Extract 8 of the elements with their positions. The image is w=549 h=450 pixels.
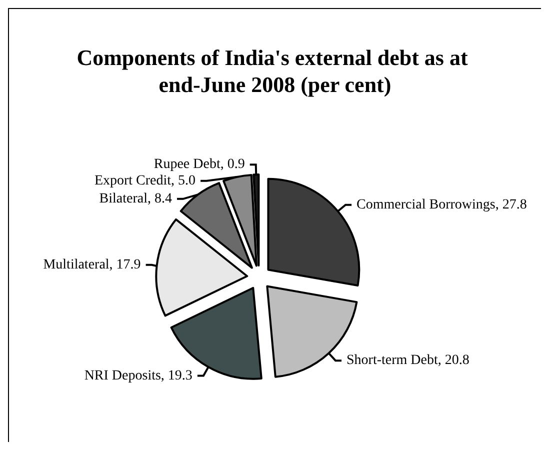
slice-label: Short-term Debt, 20.8 [346,353,470,368]
slice-label: Bilateral, 8.4 [99,191,172,206]
slice-label: Multilateral, 17.9 [43,257,141,272]
chart-title: Components of India's external debt as at end-June 2008 (per cent) [76,45,474,97]
slice-label: Export Credit, 5.0 [94,173,196,188]
slice-label: NRI Deposits, 19.3 [84,368,192,384]
slice-label: Commercial Borrowings, 27.8 [356,197,527,212]
slice-label: Rupee Debt, 0.9 [154,157,245,172]
